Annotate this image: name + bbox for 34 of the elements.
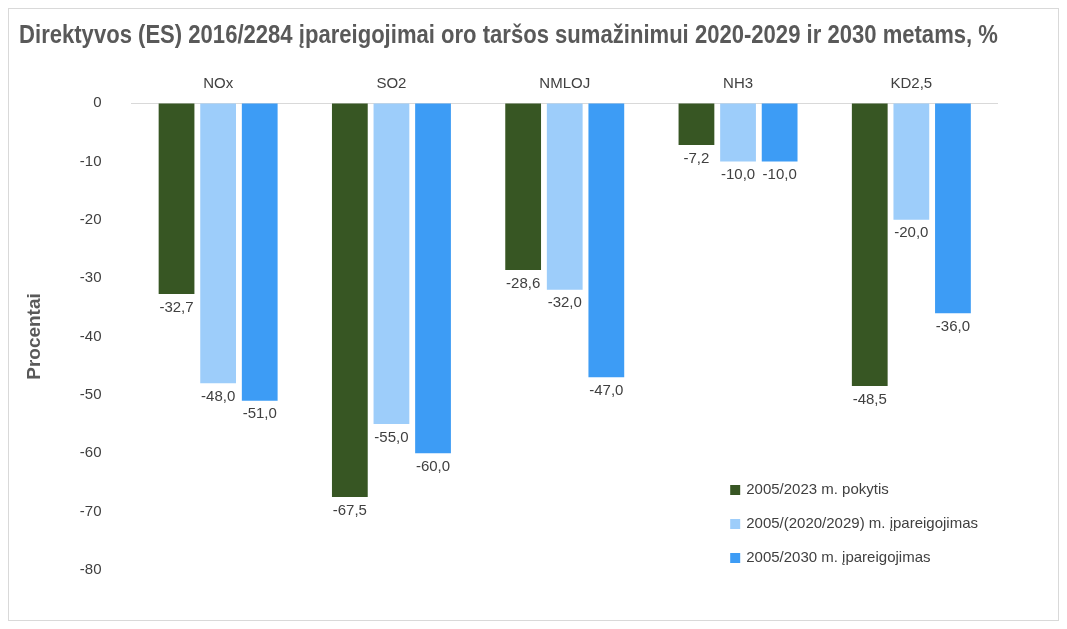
legend-label: 2005/2023 m. pokytis [746, 480, 889, 498]
chart-title: Direktyvos (ES) 2016/2284 įpareigojimai oro taršos sumažinimui 2020-2029 ir 2030 metams, % [19, 20, 998, 49]
data-label: -60,0 [415, 456, 451, 474]
y-tick-label: -70 [79, 501, 102, 519]
data-label: -67,5 [332, 500, 367, 518]
x-tick-label: KD2,5 [890, 74, 933, 92]
y-tick-label: -20 [79, 209, 102, 227]
x-tick-label: SO2 [376, 74, 407, 92]
data-label: -48,5 [852, 389, 887, 407]
data-label: -7,2 [683, 148, 710, 166]
y-tick-label: -80 [79, 560, 102, 578]
data-label: -48,0 [201, 386, 236, 404]
data-label: -28,6 [506, 273, 541, 291]
data-label: -32,7 [159, 297, 194, 315]
data-label: -10,0 [762, 165, 797, 183]
y-tick-label: -50 [79, 385, 102, 403]
data-label: -47,0 [589, 381, 624, 398]
x-tick-label: NOx [203, 74, 234, 92]
legend-label: 2005/(2020/2029) m. įpareigojimas [746, 514, 979, 532]
y-tick-label: 0 [93, 93, 102, 111]
data-label: -36,0 [935, 316, 971, 334]
data-label: -55,0 [374, 427, 409, 445]
y-axis-title: Procentai [22, 293, 44, 380]
y-tick-label: -60 [79, 443, 102, 461]
y-tick-label: -30 [79, 268, 102, 286]
x-tick-label: NMLOJ [539, 74, 591, 92]
data-label: -10,0 [720, 165, 756, 183]
data-label: -20,0 [894, 223, 929, 241]
y-tick-label: -40 [79, 326, 102, 344]
data-label: -51,0 [242, 404, 277, 422]
x-tick-label: NH3 [723, 74, 754, 92]
data-label: -32,0 [547, 293, 582, 311]
y-tick-label: -10 [79, 151, 102, 169]
legend-label: 2005/2030 m. įpareigojimas [746, 548, 931, 566]
